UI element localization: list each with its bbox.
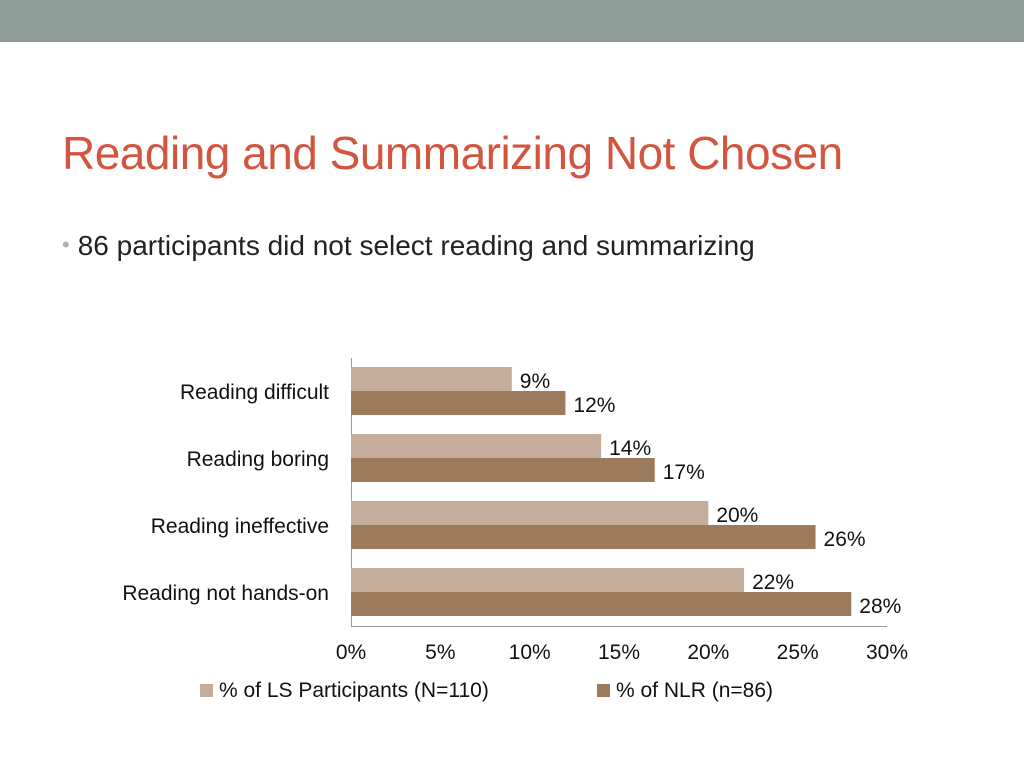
category-label: Reading difficult bbox=[180, 381, 329, 404]
bullet-item: • 86 participants did not select reading … bbox=[62, 230, 755, 262]
bullet-dot-icon: • bbox=[62, 232, 70, 257]
bar-chart: 0% 5% 10% 15% 20% 25% 30% Reading difficult 9% 12… bbox=[122, 358, 908, 702]
bar-nlr bbox=[351, 525, 816, 549]
x-tick-label: 5% bbox=[425, 641, 455, 664]
bar-nlr bbox=[351, 391, 566, 415]
top-band bbox=[0, 0, 1024, 42]
data-label: 9% bbox=[520, 370, 550, 393]
x-tick-label: 25% bbox=[777, 641, 819, 664]
data-label: 26% bbox=[824, 528, 866, 551]
category-label: Reading not hands-on bbox=[122, 582, 329, 605]
bar-ls-participants bbox=[351, 434, 602, 458]
bullet-text: 86 participants did not select reading a… bbox=[77, 230, 755, 261]
bar-nlr bbox=[351, 458, 655, 482]
data-label: 14% bbox=[609, 437, 651, 460]
category-label: Reading ineffective bbox=[151, 515, 329, 538]
x-tick-label: 15% bbox=[598, 641, 640, 664]
x-tick-label: 20% bbox=[687, 641, 729, 664]
x-tick-label: 30% bbox=[866, 641, 908, 664]
slide-title: Reading and Summarizing Not Chosen bbox=[62, 127, 843, 179]
bar-ls-participants bbox=[351, 568, 745, 592]
category-label: Reading boring bbox=[187, 448, 329, 471]
bar-ls-participants bbox=[351, 501, 709, 525]
x-tick-label: 10% bbox=[509, 641, 551, 664]
data-label: 22% bbox=[752, 571, 794, 594]
legend-label: % of LS Participants (N=110) bbox=[219, 679, 489, 702]
legend-label: % of NLR (n=86) bbox=[616, 679, 773, 702]
data-label: 28% bbox=[859, 595, 901, 618]
data-label: 12% bbox=[573, 394, 615, 417]
bar-ls-participants bbox=[351, 367, 512, 391]
x-tick-label: 0% bbox=[336, 641, 366, 664]
data-label: 17% bbox=[663, 461, 705, 484]
legend-swatch bbox=[597, 684, 610, 697]
bar-nlr bbox=[351, 592, 852, 616]
data-label: 20% bbox=[716, 504, 758, 527]
legend-swatch bbox=[200, 684, 213, 697]
